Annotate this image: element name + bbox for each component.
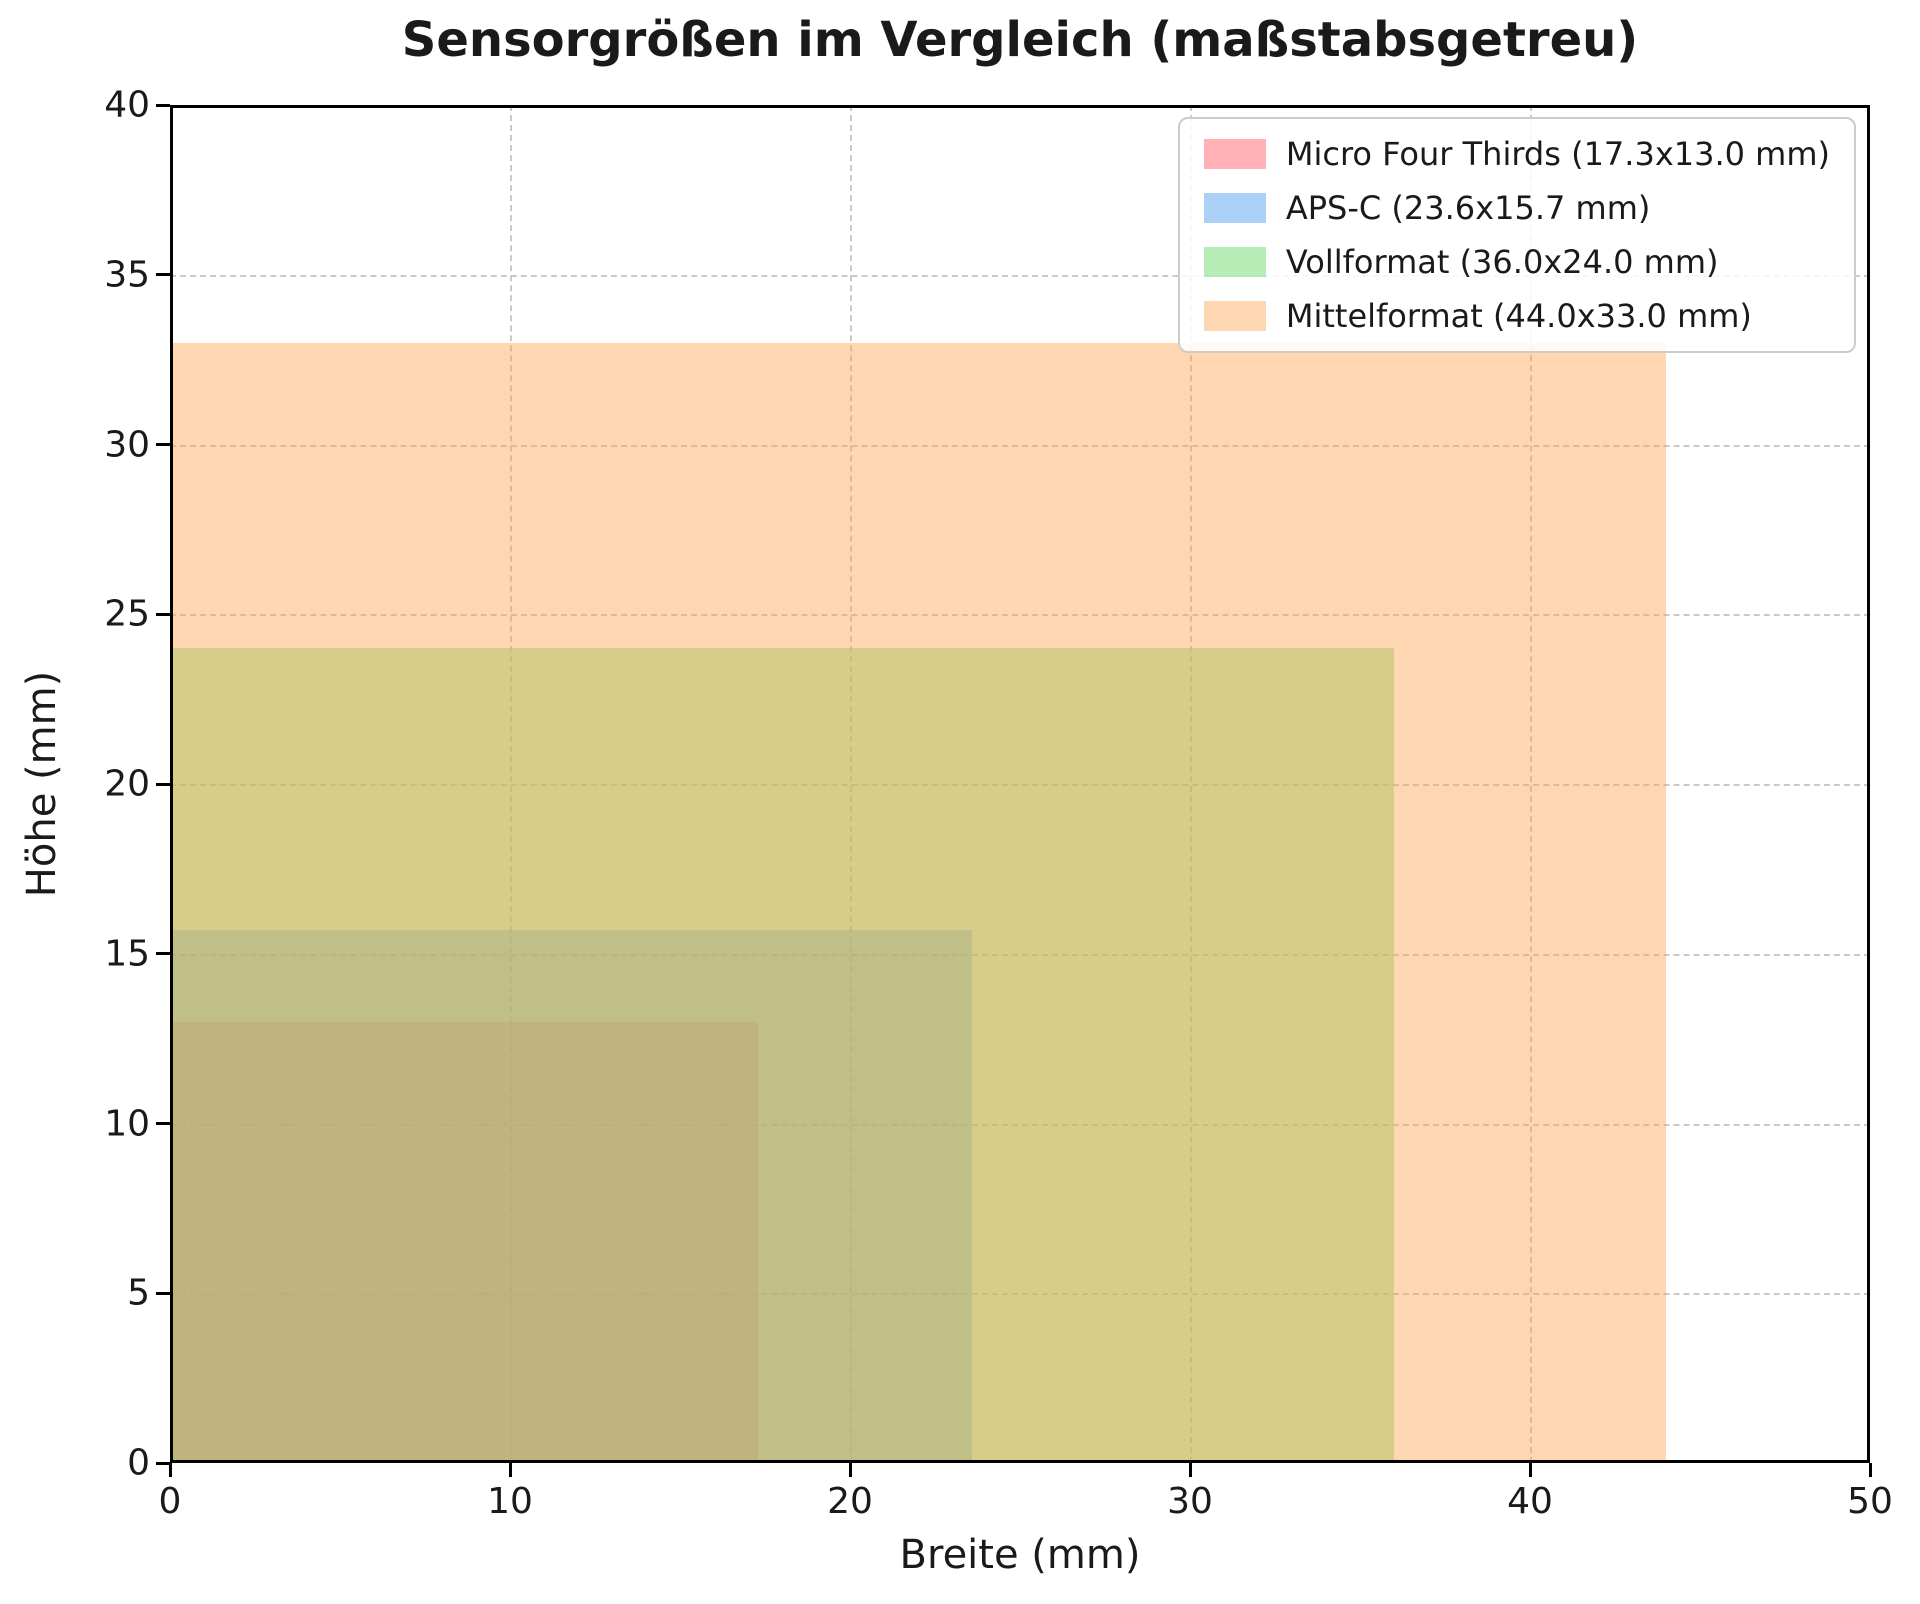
legend: Micro Four Thirds (17.3x13.0 mm) APS-C (2… xyxy=(1177,117,1856,353)
y-tick-label: 40 xyxy=(104,84,150,126)
y-tick-label: 15 xyxy=(104,933,150,975)
x-tick-label: 10 xyxy=(487,1481,533,1522)
y-tick-label: 30 xyxy=(104,424,150,465)
legend-color-swatch-icon xyxy=(1203,139,1266,169)
y-tick-mark xyxy=(156,1122,170,1125)
sensor-rect-mittelformat xyxy=(170,342,1666,1463)
x-tick-mark xyxy=(508,1463,512,1477)
y-tick-mark xyxy=(156,952,170,956)
y-tick-label: 25 xyxy=(104,593,150,635)
x-tick-label: 40 xyxy=(1507,1481,1553,1522)
x-tick-label: 0 xyxy=(158,1481,182,1522)
gridline-horizontal xyxy=(170,444,1870,447)
x-axis-label: Breite (mm) xyxy=(899,1532,1141,1578)
x-tick-mark xyxy=(848,1463,852,1477)
legend-item: APS-C (23.6x15.7 mm) xyxy=(1203,189,1830,227)
legend-label: Micro Four Thirds (17.3x13.0 mm) xyxy=(1285,135,1830,173)
y-tick-mark xyxy=(156,782,170,786)
x-tick-mark xyxy=(168,1463,172,1477)
y-tick-label: 20 xyxy=(104,763,150,805)
x-tick-label: 20 xyxy=(827,1481,873,1522)
chart-title: Sensorgrößen im Vergleich (maßstabsgetre… xyxy=(401,12,1639,68)
x-tick-label: 50 xyxy=(1847,1481,1893,1522)
x-tick-mark xyxy=(1868,1463,1872,1477)
y-tick-label: 10 xyxy=(104,1103,150,1144)
legend-color-swatch-icon xyxy=(1203,301,1266,331)
y-tick-mark xyxy=(156,273,170,277)
y-tick-mark xyxy=(156,1291,170,1295)
y-tick-mark xyxy=(156,103,170,107)
y-tick-mark xyxy=(156,443,170,446)
y-tick-mark xyxy=(156,612,170,616)
legend-color-swatch-icon xyxy=(1203,193,1266,223)
legend-label: Mittelformat (44.0x33.0 mm) xyxy=(1285,297,1752,335)
y-tick-label: 5 xyxy=(127,1272,150,1314)
y-tick-label: 35 xyxy=(104,254,150,296)
legend-item: Mittelformat (44.0x33.0 mm) xyxy=(1203,297,1830,335)
gridline-horizontal xyxy=(170,614,1870,617)
x-tick-mark xyxy=(1188,1463,1192,1477)
x-tick-mark xyxy=(1528,1463,1532,1477)
legend-color-swatch-icon xyxy=(1203,247,1266,277)
x-tick-label: 30 xyxy=(1167,1481,1213,1522)
legend-label: APS-C (23.6x15.7 mm) xyxy=(1285,189,1651,227)
sensor-rects-layer xyxy=(170,105,1870,1463)
sensor-rect-vollformat xyxy=(170,648,1394,1463)
legend-label: Vollformat (36.0x24.0 mm) xyxy=(1285,243,1719,281)
y-tick-label: 0 xyxy=(127,1442,150,1484)
legend-item: Vollformat (36.0x24.0 mm) xyxy=(1203,243,1830,281)
legend-item: Micro Four Thirds (17.3x13.0 mm) xyxy=(1203,135,1830,173)
plot-area: Micro Four Thirds (17.3x13.0 mm) APS-C (2… xyxy=(170,105,1870,1463)
y-tick-mark xyxy=(156,1461,170,1465)
gridline-horizontal xyxy=(170,274,1870,277)
